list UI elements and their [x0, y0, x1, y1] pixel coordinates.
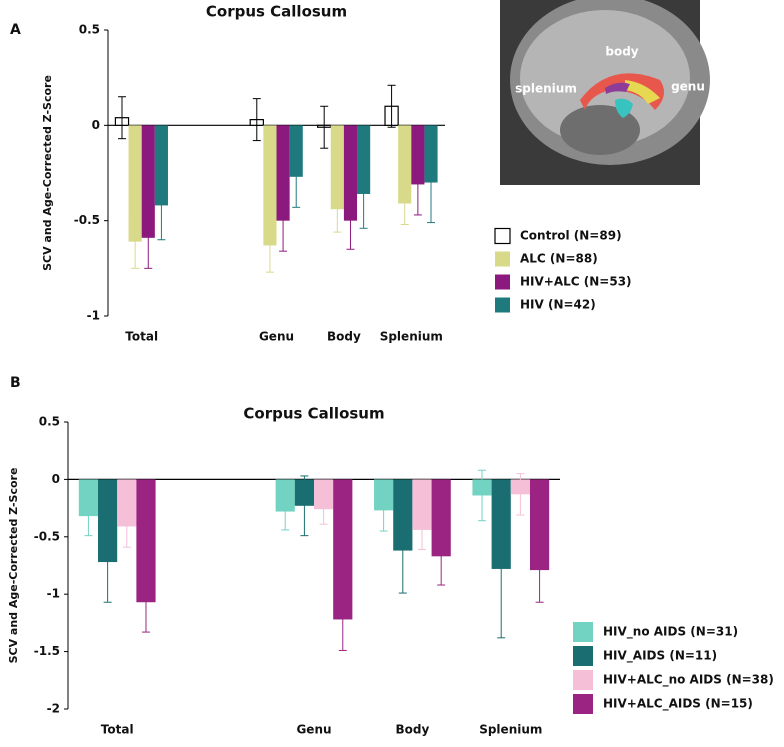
legend-label: Control (N=89) — [520, 229, 622, 243]
y-tick-label: -0.5 — [74, 213, 100, 227]
legend-label: HIV+ALC_no AIDS (N=38) — [603, 673, 774, 688]
panel-label: B — [10, 375, 21, 391]
bar — [98, 479, 118, 563]
x-tick-label: Genu — [296, 723, 331, 737]
legend-swatch — [495, 274, 510, 290]
legend-swatch — [573, 694, 593, 714]
legend-label: HIV+ALC_AIDS (N=15) — [603, 697, 753, 712]
bar — [431, 479, 451, 557]
legend-swatch — [573, 622, 593, 642]
bar — [398, 125, 412, 204]
bar — [128, 125, 142, 242]
y-axis-label: SCV and Age-Corrected Z-Score — [41, 75, 54, 271]
inset-label: genu — [671, 80, 705, 94]
bar — [141, 125, 155, 238]
legend-label: ALC (N=88) — [520, 252, 598, 266]
x-tick-label: Genu — [259, 330, 294, 344]
chart-title: Corpus Callosum — [243, 405, 384, 423]
legend-label: HIV+ALC (N=53) — [520, 275, 632, 289]
bar — [412, 479, 432, 530]
legend-swatch — [495, 297, 510, 313]
legend-label: HIV (N=42) — [520, 298, 596, 312]
x-tick-label: Splenium — [479, 723, 542, 737]
bar — [330, 125, 344, 210]
y-tick-label: -0.5 — [34, 529, 60, 543]
legend-swatch — [573, 646, 593, 666]
legend-swatch — [573, 670, 593, 690]
x-tick-label: Body — [395, 723, 429, 737]
y-tick-label: -1.5 — [34, 644, 60, 658]
brain-image — [500, 0, 710, 185]
y-tick-label: 0.5 — [39, 415, 60, 429]
y-tick-label: -1 — [87, 309, 100, 323]
legend-swatch — [495, 251, 510, 267]
x-tick-label: Total — [101, 723, 134, 737]
bar — [136, 479, 156, 603]
inset-label: splenium — [515, 82, 577, 96]
y-tick-label: 0 — [92, 118, 100, 132]
bar — [117, 479, 137, 527]
y-axis-label: SCV and Age-Corrected Z-Score — [7, 468, 20, 664]
bar — [154, 125, 168, 206]
legend-swatch — [494, 227, 511, 245]
inset-label: body — [605, 45, 638, 59]
panel-label: A — [10, 22, 21, 38]
y-tick-label: 0 — [52, 472, 60, 486]
bar — [529, 479, 550, 571]
y-tick-label: -2 — [47, 702, 60, 716]
chart-title: Corpus Callosum — [206, 3, 347, 21]
x-tick-label: Splenium — [380, 330, 443, 344]
y-tick-label: -1 — [47, 587, 60, 601]
legend-label: HIV_no AIDS (N=31) — [603, 625, 738, 640]
bar — [276, 125, 290, 221]
y-tick-label: 0.5 — [79, 23, 100, 37]
legend-label: HIV_AIDS (N=11) — [603, 649, 717, 664]
x-tick-label: Body — [327, 330, 361, 344]
bar — [333, 479, 353, 620]
bar — [343, 125, 358, 221]
bar — [263, 125, 277, 246]
x-tick-label: Total — [125, 330, 158, 344]
